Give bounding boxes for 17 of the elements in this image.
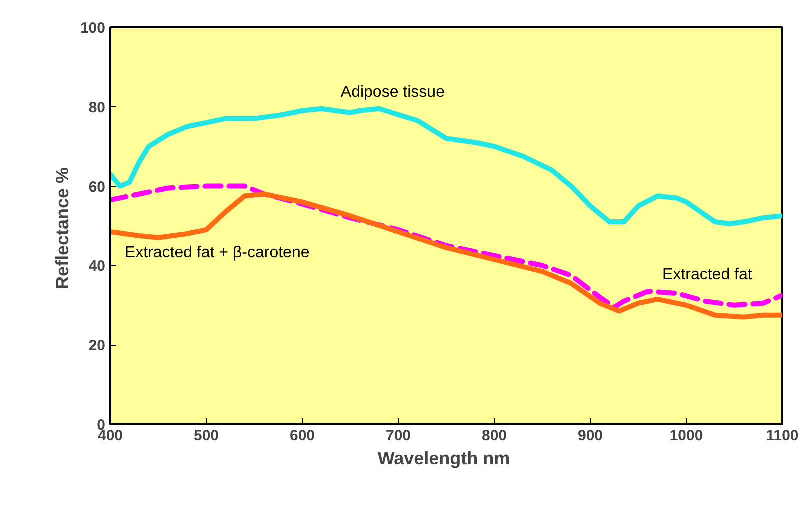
x-tick-label: 600 (290, 428, 316, 444)
x-tick-label: 1100 (766, 428, 799, 444)
x-tick-label: 900 (578, 428, 604, 444)
y-axis-title: Reflectance % (52, 167, 72, 290)
series-label: Extracted fat + β-carotene (124, 244, 310, 262)
series-label: Extracted fat (662, 266, 753, 284)
x-tick-label: 700 (386, 428, 412, 444)
y-tick-label: 80 (88, 99, 106, 116)
x-axis-title: Wavelength nm (378, 448, 510, 468)
series-label: Adipose tissue (340, 84, 446, 101)
y-tick-label: 20 (88, 338, 106, 355)
y-tick-label: 40 (88, 258, 106, 276)
y-tick-label: 100 (80, 20, 106, 37)
x-tick-label: 1000 (670, 428, 704, 444)
x-tick-label: 800 (482, 428, 508, 444)
x-tick-label: 500 (194, 428, 220, 444)
y-tick-label: 60 (88, 178, 106, 196)
